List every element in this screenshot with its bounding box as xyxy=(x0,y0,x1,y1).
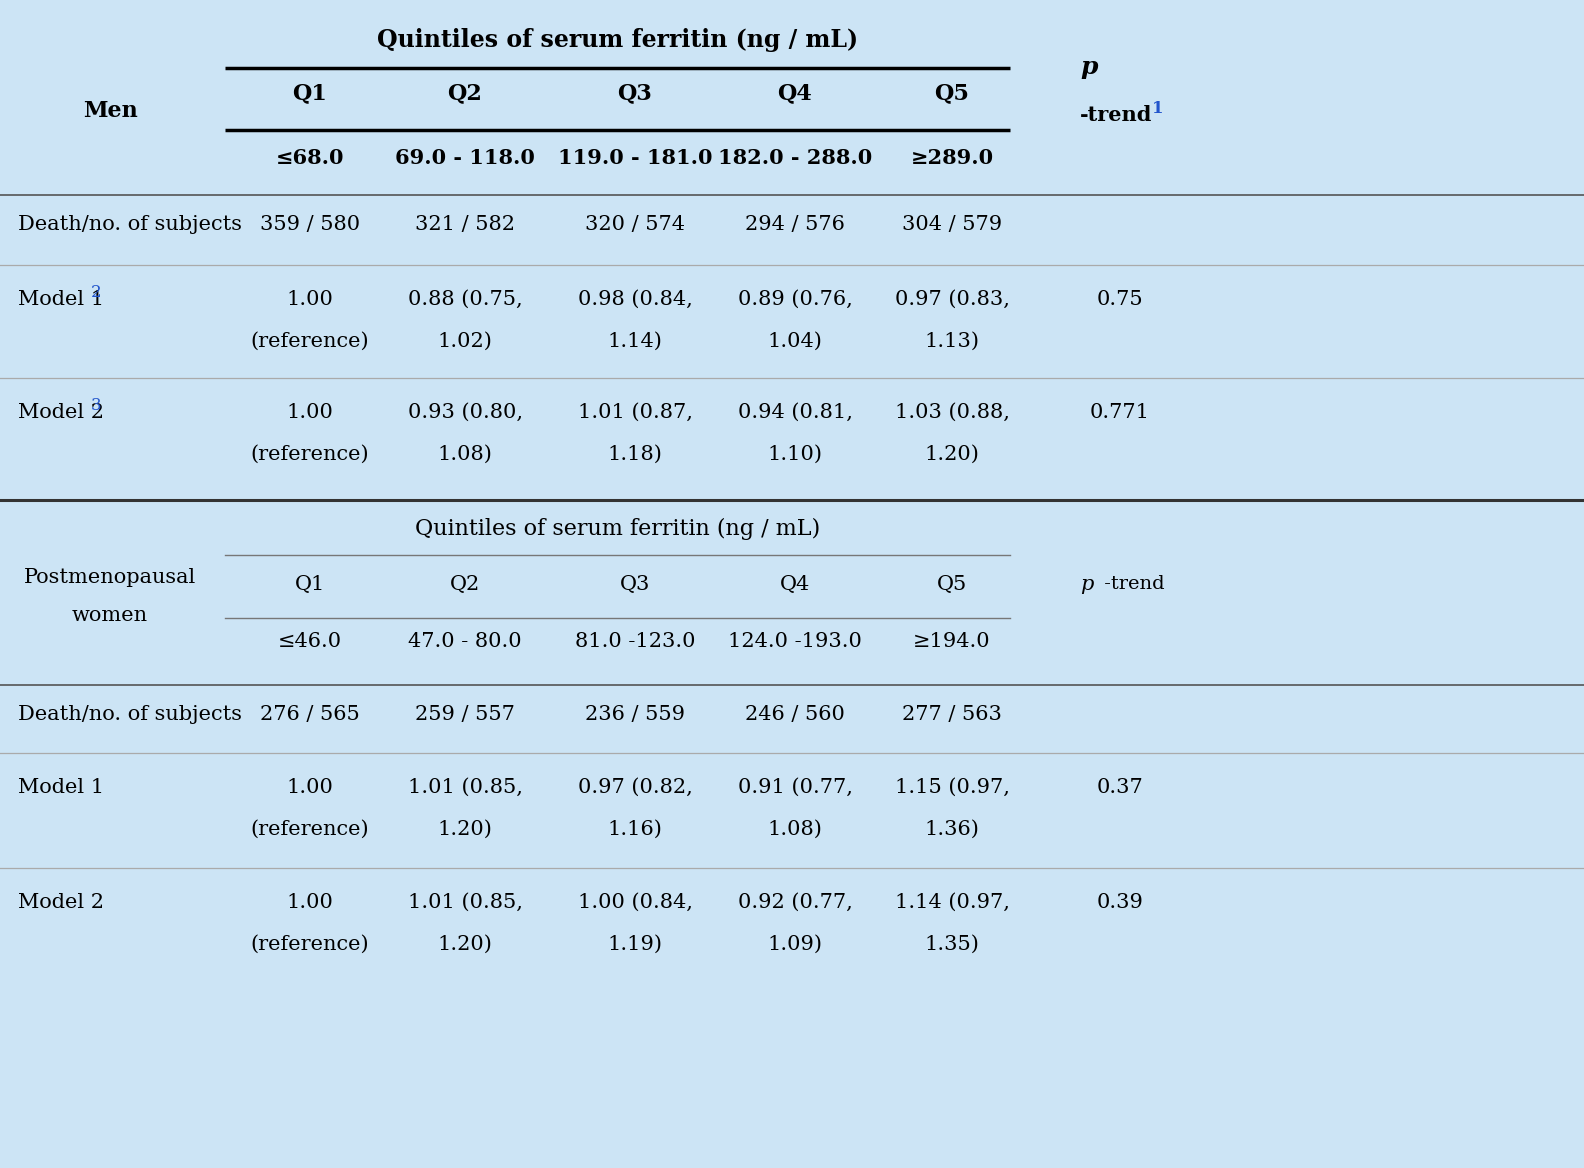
Text: 1.13): 1.13) xyxy=(925,332,979,352)
Text: p: p xyxy=(1080,575,1093,595)
Text: (reference): (reference) xyxy=(250,445,369,464)
Text: 1.00: 1.00 xyxy=(287,778,334,797)
Text: Model 1: Model 1 xyxy=(17,778,105,797)
Text: Q5: Q5 xyxy=(936,575,968,595)
Text: Q3: Q3 xyxy=(618,82,653,104)
Text: 124.0 -193.0: 124.0 -193.0 xyxy=(729,632,862,651)
Text: 81.0 -123.0: 81.0 -123.0 xyxy=(575,632,695,651)
Text: 359 / 580: 359 / 580 xyxy=(260,215,360,234)
Text: 276 / 565: 276 / 565 xyxy=(260,705,360,724)
Text: Quintiles of serum ferritin (ng / mL): Quintiles of serum ferritin (ng / mL) xyxy=(377,28,859,53)
Text: 236 / 559: 236 / 559 xyxy=(584,705,684,724)
Text: ≤68.0: ≤68.0 xyxy=(276,148,344,168)
Text: p: p xyxy=(1080,55,1098,79)
Text: 1.18): 1.18) xyxy=(608,445,662,464)
Text: 0.88 (0.75,: 0.88 (0.75, xyxy=(407,290,523,310)
Text: Model 2: Model 2 xyxy=(17,894,105,912)
Text: 320 / 574: 320 / 574 xyxy=(584,215,684,234)
Text: 1.20): 1.20) xyxy=(437,820,493,839)
Text: 0.93 (0.80,: 0.93 (0.80, xyxy=(407,403,523,422)
Text: 0.89 (0.76,: 0.89 (0.76, xyxy=(738,290,852,310)
Text: 1.08): 1.08) xyxy=(437,445,493,464)
Text: 246 / 560: 246 / 560 xyxy=(744,705,844,724)
Text: Q2: Q2 xyxy=(448,82,483,104)
Text: 1.04): 1.04) xyxy=(768,332,822,352)
Text: 1.16): 1.16) xyxy=(608,820,662,839)
Text: 259 / 557: 259 / 557 xyxy=(415,705,515,724)
Text: 0.94 (0.81,: 0.94 (0.81, xyxy=(738,403,852,422)
Text: 0.75: 0.75 xyxy=(1096,290,1144,310)
Text: 1.20): 1.20) xyxy=(437,936,493,954)
Text: women: women xyxy=(71,606,147,625)
Text: ≥289.0: ≥289.0 xyxy=(911,148,993,168)
Text: -trend: -trend xyxy=(1098,575,1164,593)
Text: 1.36): 1.36) xyxy=(925,820,979,839)
Text: Postmenopausal: Postmenopausal xyxy=(24,568,196,588)
Text: 1.14): 1.14) xyxy=(608,332,662,352)
Text: 47.0 - 80.0: 47.0 - 80.0 xyxy=(409,632,521,651)
Text: -trend: -trend xyxy=(1080,105,1153,125)
Text: 321 / 582: 321 / 582 xyxy=(415,215,515,234)
Text: 294 / 576: 294 / 576 xyxy=(744,215,844,234)
Text: Q4: Q4 xyxy=(778,82,813,104)
Text: 304 / 579: 304 / 579 xyxy=(901,215,1003,234)
Text: 1.00 (0.84,: 1.00 (0.84, xyxy=(578,894,692,912)
Text: 69.0 - 118.0: 69.0 - 118.0 xyxy=(394,148,535,168)
Text: 0.771: 0.771 xyxy=(1090,403,1150,422)
Text: 0.98 (0.84,: 0.98 (0.84, xyxy=(578,290,692,310)
Text: Men: Men xyxy=(82,100,138,121)
Text: Q4: Q4 xyxy=(779,575,809,595)
Text: 1.00: 1.00 xyxy=(287,894,334,912)
Text: (reference): (reference) xyxy=(250,936,369,954)
Text: 0.37: 0.37 xyxy=(1096,778,1144,797)
Text: (reference): (reference) xyxy=(250,820,369,839)
Text: 0.91 (0.77,: 0.91 (0.77, xyxy=(738,778,852,797)
Text: ≥194.0: ≥194.0 xyxy=(914,632,992,651)
Text: 1.01 (0.85,: 1.01 (0.85, xyxy=(407,894,523,912)
Text: 182.0 - 288.0: 182.0 - 288.0 xyxy=(718,148,873,168)
Text: Q1: Q1 xyxy=(293,82,328,104)
Text: (reference): (reference) xyxy=(250,332,369,352)
Text: 277 / 563: 277 / 563 xyxy=(901,705,1003,724)
Text: 1.15 (0.97,: 1.15 (0.97, xyxy=(895,778,1009,797)
Text: 1.01 (0.85,: 1.01 (0.85, xyxy=(407,778,523,797)
Text: 1.09): 1.09) xyxy=(768,936,822,954)
Text: 3: 3 xyxy=(90,397,101,413)
Text: 1.02): 1.02) xyxy=(437,332,493,352)
Text: Q1: Q1 xyxy=(295,575,325,595)
Text: Death/no. of subjects: Death/no. of subjects xyxy=(17,215,242,234)
Text: Q2: Q2 xyxy=(450,575,480,595)
Text: 1.19): 1.19) xyxy=(608,936,662,954)
Text: Q3: Q3 xyxy=(619,575,649,595)
Text: 0.97 (0.82,: 0.97 (0.82, xyxy=(578,778,692,797)
Text: ≤46.0: ≤46.0 xyxy=(277,632,342,651)
Text: Model 2: Model 2 xyxy=(17,403,105,422)
Text: Quintiles of serum ferritin (ng / mL): Quintiles of serum ferritin (ng / mL) xyxy=(415,517,821,540)
Text: 2: 2 xyxy=(90,284,101,301)
Text: 0.97 (0.83,: 0.97 (0.83, xyxy=(895,290,1009,310)
Text: 1.08): 1.08) xyxy=(768,820,822,839)
Text: 1.00: 1.00 xyxy=(287,403,334,422)
Text: Q5: Q5 xyxy=(935,82,969,104)
Text: Model 1: Model 1 xyxy=(17,290,105,310)
Text: 0.39: 0.39 xyxy=(1096,894,1144,912)
Text: 1.01 (0.87,: 1.01 (0.87, xyxy=(578,403,692,422)
Text: 1.14 (0.97,: 1.14 (0.97, xyxy=(895,894,1009,912)
Text: 119.0 - 181.0: 119.0 - 181.0 xyxy=(558,148,713,168)
Text: 1.00: 1.00 xyxy=(287,290,334,310)
Text: 0.92 (0.77,: 0.92 (0.77, xyxy=(738,894,852,912)
Text: 1.35): 1.35) xyxy=(925,936,979,954)
Text: Death/no. of subjects: Death/no. of subjects xyxy=(17,705,242,724)
Text: 1.03 (0.88,: 1.03 (0.88, xyxy=(895,403,1009,422)
Text: 1.20): 1.20) xyxy=(925,445,979,464)
Text: 1.10): 1.10) xyxy=(768,445,822,464)
Text: 1: 1 xyxy=(1152,100,1164,117)
